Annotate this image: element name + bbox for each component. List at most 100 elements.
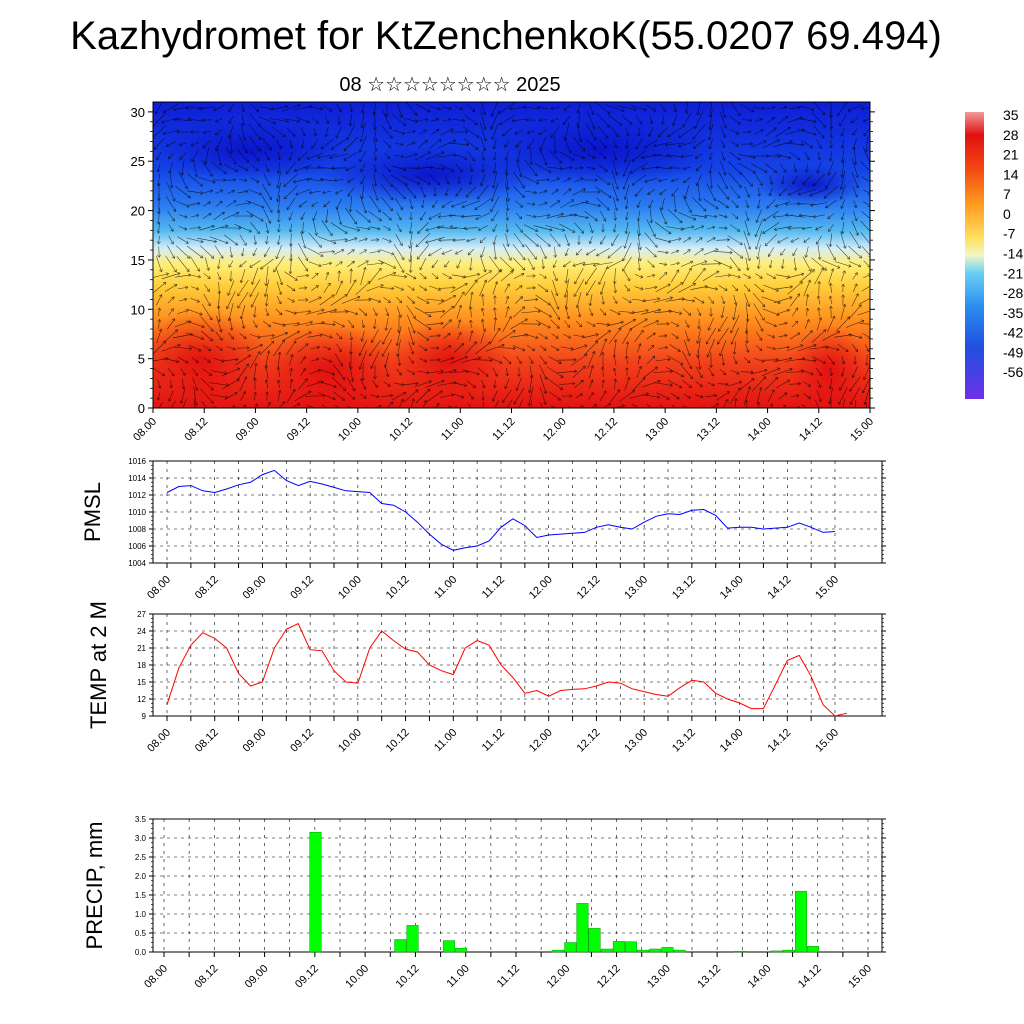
wind-arrow-head <box>670 297 673 300</box>
wind-arrow-head <box>871 234 874 235</box>
wind-arrow-head <box>764 242 767 246</box>
wind-arrow-head <box>427 388 431 390</box>
wind-arrow <box>264 279 270 297</box>
wind-arrow <box>174 321 192 327</box>
wind-arrow-head <box>309 192 313 195</box>
wind-arrow <box>584 340 598 356</box>
wind-arrow <box>813 214 825 218</box>
wind-arrow-head <box>410 352 414 355</box>
wind-arrow-head <box>564 280 567 284</box>
wind-arrow <box>505 151 509 161</box>
wind-arrow <box>153 340 166 355</box>
wind-arrow-head <box>176 329 179 333</box>
wind-arrow <box>284 271 298 281</box>
wind-arrow <box>502 355 512 365</box>
wind-arrow-head <box>566 243 570 247</box>
wind-arrow-head <box>516 388 519 391</box>
wind-arrow <box>585 138 597 150</box>
wind-arrow-head <box>373 169 376 173</box>
wind-arrow-head <box>490 198 492 202</box>
wind-arrow <box>741 173 753 187</box>
wind-arrow <box>272 322 286 326</box>
wind-arrow <box>440 357 454 363</box>
wind-arrow-head <box>423 400 427 403</box>
wind-arrow <box>718 171 728 189</box>
wind-arrow <box>611 182 619 202</box>
wind-arrow <box>405 102 418 116</box>
wind-arrow-head <box>450 356 454 359</box>
wind-arrow-head <box>350 366 353 370</box>
x-tick-label: 15.00 <box>813 574 841 602</box>
wind-arrow <box>611 234 619 246</box>
wind-arrow <box>254 391 256 401</box>
wind-arrow-head <box>721 301 725 305</box>
wind-arrow-head <box>514 131 517 134</box>
wind-arrow-head <box>831 363 835 365</box>
wind-arrow-head <box>367 226 371 230</box>
wind-arrow <box>691 214 707 218</box>
wind-arrow <box>462 369 480 375</box>
wind-arrow-head <box>292 354 294 358</box>
wind-arrow <box>452 239 466 241</box>
wind-arrow <box>599 308 607 316</box>
wind-arrow-head <box>524 267 526 271</box>
wind-arrow <box>157 379 161 389</box>
wind-arrow <box>301 139 305 149</box>
wind-arrow-head <box>798 383 801 386</box>
wind-arrow-head <box>567 326 570 328</box>
wind-arrow <box>751 140 767 148</box>
wind-arrow-head <box>255 110 259 112</box>
wind-arrow-head <box>561 230 565 232</box>
wind-arrow <box>265 365 269 379</box>
wind-arrow-head <box>448 117 452 120</box>
wind-arrow-head <box>478 357 481 360</box>
wind-arrow-head <box>629 123 633 125</box>
wind-arrow-head <box>647 191 649 195</box>
wind-arrow-head <box>199 348 202 352</box>
wind-arrow-head <box>809 193 812 196</box>
wind-arrow <box>536 179 550 181</box>
wind-arrow-head <box>784 333 788 336</box>
wind-arrow-head <box>725 134 727 138</box>
wind-arrow <box>743 230 751 250</box>
wind-arrow <box>506 211 508 221</box>
wind-arrow <box>573 279 585 297</box>
wind-arrow-head <box>229 278 232 282</box>
wind-arrow-head <box>745 267 749 271</box>
wind-arrow <box>655 358 671 362</box>
wind-arrow-head <box>356 295 361 297</box>
wind-arrow-head <box>678 237 682 239</box>
wind-arrow <box>564 278 570 298</box>
wind-arrow-head <box>537 310 541 314</box>
wind-arrow-head <box>506 306 509 309</box>
wind-arrow-head <box>267 230 270 234</box>
wind-arrow-head <box>371 340 375 343</box>
wind-arrow-head <box>247 159 249 163</box>
wind-arrow-head <box>554 150 557 154</box>
wind-arrow <box>779 163 787 173</box>
wind-arrow-head <box>800 344 804 346</box>
wind-arrow-head <box>455 251 458 255</box>
wind-arrow <box>296 117 310 123</box>
wind-arrow-head <box>568 335 571 339</box>
wind-arrow-head <box>470 267 473 271</box>
wind-arrow <box>551 189 559 195</box>
wind-arrow <box>588 365 594 379</box>
wind-arrow-head <box>822 126 826 128</box>
wind-arrow-head <box>616 157 618 161</box>
wind-arrow <box>385 317 389 331</box>
wind-arrow-head <box>196 214 200 218</box>
wind-arrow-head <box>171 296 175 298</box>
wind-arrow <box>359 393 367 399</box>
wind-arrow-head <box>289 378 293 382</box>
wind-arrow-head <box>708 328 711 331</box>
wind-arrow <box>437 295 457 305</box>
wind-arrow <box>829 295 833 305</box>
wind-arrow-head <box>359 353 363 356</box>
wind-arrow-head <box>466 238 469 242</box>
wind-arrow-head <box>293 180 296 183</box>
wind-arrow <box>841 158 845 178</box>
wind-arrow-head <box>568 177 571 181</box>
wind-arrow-head <box>643 109 647 112</box>
wind-arrow <box>468 403 472 408</box>
